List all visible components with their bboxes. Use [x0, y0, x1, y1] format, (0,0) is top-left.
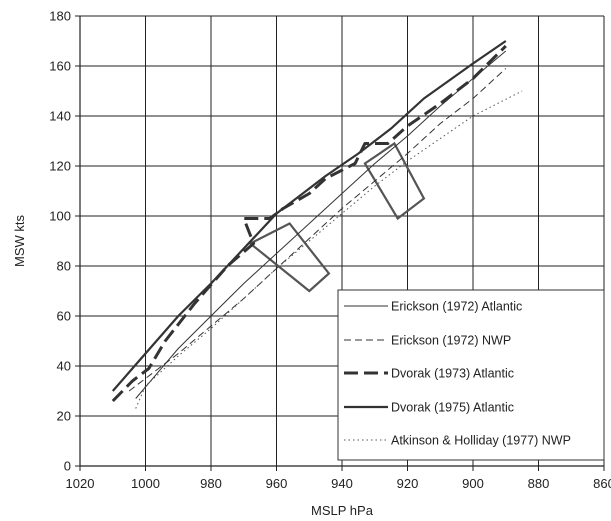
x-tick-label-5: 920 — [397, 476, 419, 491]
x-tick-label-8: 860 — [593, 476, 611, 491]
x-tick-label-3: 960 — [266, 476, 288, 491]
x-tick-label-4: 940 — [331, 476, 353, 491]
series-line-4 — [135, 90, 523, 409]
legend-box — [337, 289, 605, 461]
series-line-0 — [135, 50, 507, 399]
y-tick-label-3: 60 — [57, 309, 71, 324]
y-axis-title: MSW kts — [12, 215, 27, 267]
y-tick-label-6: 120 — [49, 159, 71, 174]
x-tick-label-1: 1000 — [131, 476, 160, 491]
y-tick-label-7: 140 — [49, 109, 71, 124]
series-lines — [111, 40, 523, 409]
y-tick-label-2: 40 — [57, 359, 71, 374]
y-tick-label-0: 0 — [64, 459, 71, 474]
box-1 — [363, 141, 426, 221]
x-tick-label-7: 880 — [528, 476, 550, 491]
y-tick-label-9: 180 — [49, 9, 71, 24]
legend-label-2: Dvorak (1973) Atlantic — [391, 367, 514, 381]
x-tick-label-0: 1020 — [66, 476, 95, 491]
y-tick-label-5: 100 — [49, 209, 71, 224]
legend: Erickson (1972) Atlantic Erickson (1972) … — [337, 289, 605, 461]
legend-label-0: Erickson (1972) Atlantic — [391, 300, 522, 314]
legend-label-1: Erickson (1972) NWP — [391, 334, 511, 348]
legend-label-3: Dvorak (1975) Atlantic — [391, 401, 514, 415]
y-tick-label-1: 20 — [57, 409, 71, 424]
x-tick-label-6: 900 — [462, 476, 484, 491]
y-tick-label-8: 160 — [49, 59, 71, 74]
x-axis-title: MSLP hPa — [311, 503, 374, 518]
axes — [75, 15, 605, 471]
wind-pressure-boxes — [248, 141, 426, 293]
box-0 — [248, 222, 331, 293]
y-tick-labels: 0 20 40 60 80 100 120 140 160 180 — [49, 9, 71, 474]
legend-label-4: Atkinson & Holliday (1977) NWP — [391, 434, 571, 448]
series-line-3 — [111, 40, 507, 392]
x-tick-labels: 1020 1000 980 960 940 920 900 880 860 — [66, 476, 611, 491]
y-tick-label-4: 80 — [57, 259, 71, 274]
series-line-1 — [128, 68, 507, 392]
x-tick-label-2: 980 — [200, 476, 222, 491]
